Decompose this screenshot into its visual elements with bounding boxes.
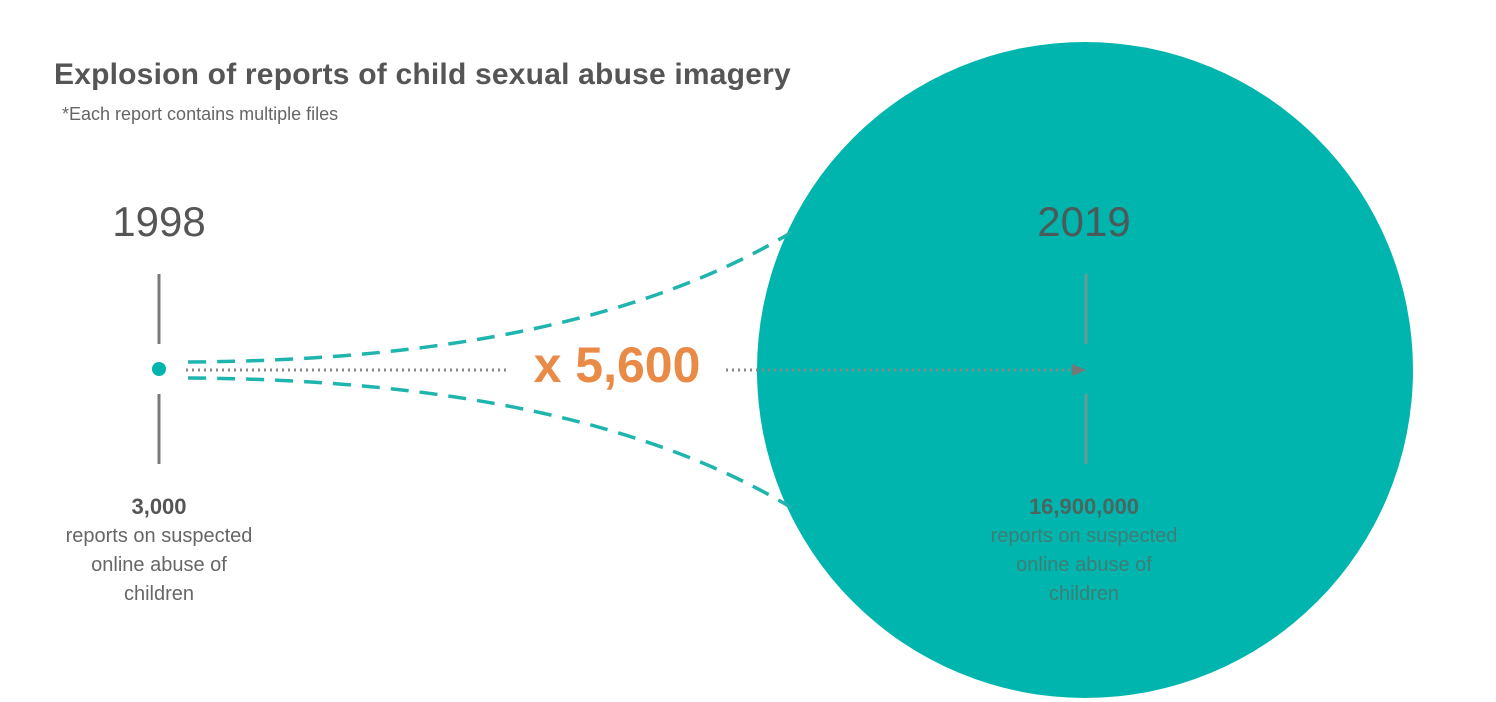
stat-1998-value: 3,000 <box>131 494 187 519</box>
stat-1998-desc-line: reports on suspected <box>65 525 253 547</box>
multiplier-label: x 5,600 <box>533 337 701 393</box>
stat-1998-desc-line: children <box>123 583 195 605</box>
year-1998-label: 1998 <box>112 198 206 245</box>
funnel-line-top <box>187 230 793 364</box>
funnel-line-bottom <box>187 376 793 510</box>
year-2019-label: 2019 <box>1037 198 1131 245</box>
stat-1998-desc-line: online abuse of <box>91 554 227 576</box>
stat-1998: 3,000 reports on suspected online abuse … <box>9 492 309 609</box>
stat-2019-desc-line: online abuse of <box>1016 554 1152 576</box>
arrow-head <box>1072 364 1086 376</box>
page-title: Explosion of reports of child sexual abu… <box>54 58 791 91</box>
stat-2019-desc-line: reports on suspected <box>990 525 1178 547</box>
stat-2019-desc-line: children <box>1048 583 1120 605</box>
subtitle-note: *Each report contains multiple files <box>62 104 339 124</box>
stat-2019-value: 16,900,000 <box>1028 494 1140 519</box>
stat-2019: 16,900,000 reports on suspected online a… <box>934 492 1234 609</box>
dot-1998 <box>152 362 166 376</box>
